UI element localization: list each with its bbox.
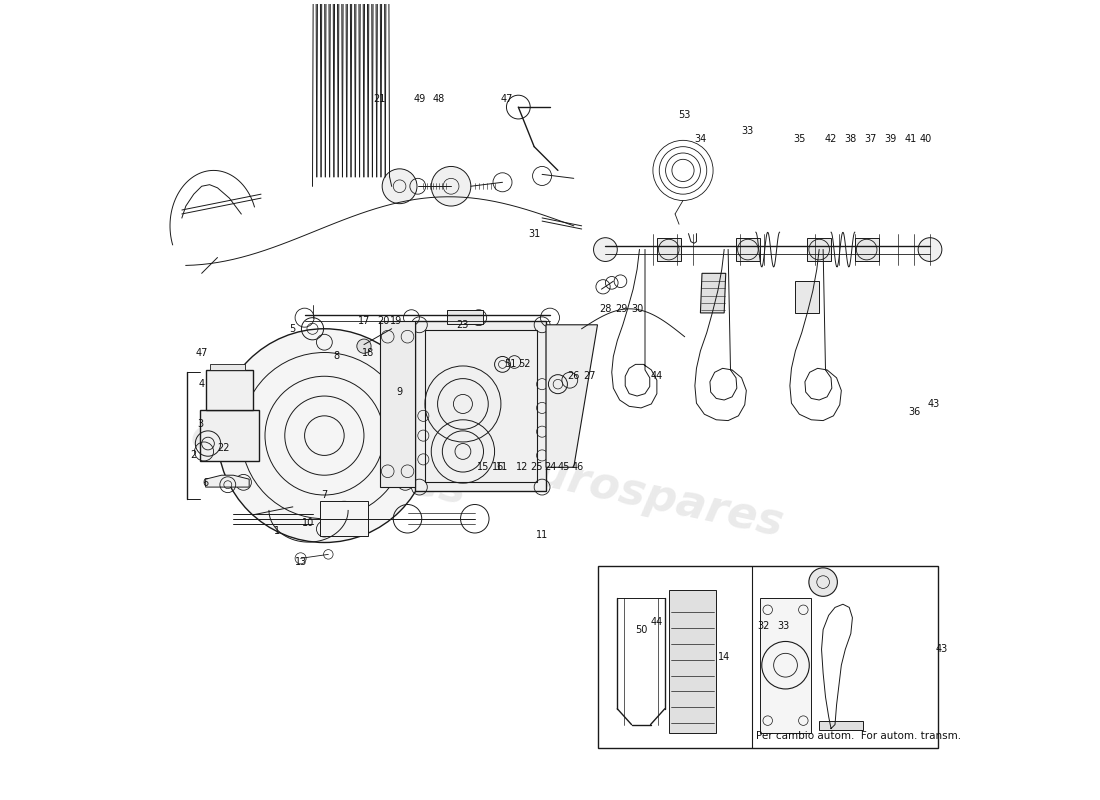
- Text: 39: 39: [884, 134, 896, 144]
- Bar: [597, 566, 938, 748]
- Text: 16: 16: [493, 462, 505, 472]
- Text: 8: 8: [333, 351, 339, 362]
- Text: 45: 45: [558, 462, 570, 472]
- Text: 43: 43: [927, 399, 940, 409]
- Text: 9: 9: [396, 387, 403, 397]
- Text: 36: 36: [908, 407, 921, 417]
- Bar: [760, 598, 812, 733]
- Text: 47: 47: [196, 347, 208, 358]
- Circle shape: [382, 169, 417, 204]
- Text: 11: 11: [536, 530, 548, 539]
- Circle shape: [218, 329, 431, 542]
- Polygon shape: [701, 274, 726, 313]
- Bar: [206, 370, 253, 410]
- Bar: [657, 238, 681, 262]
- Bar: [855, 238, 879, 262]
- Text: 27: 27: [583, 371, 596, 382]
- Text: 43: 43: [936, 644, 948, 654]
- Polygon shape: [820, 721, 862, 730]
- Polygon shape: [795, 282, 820, 313]
- Bar: [425, 330, 537, 482]
- Bar: [416, 321, 546, 491]
- Text: 52: 52: [518, 359, 531, 370]
- Text: 2: 2: [190, 450, 197, 461]
- Text: 42: 42: [825, 134, 837, 144]
- Bar: [200, 410, 260, 462]
- Text: 4: 4: [199, 379, 205, 389]
- Bar: [736, 238, 760, 262]
- Circle shape: [431, 166, 471, 206]
- Text: 19: 19: [389, 316, 402, 326]
- Text: 18: 18: [362, 347, 374, 358]
- Text: 11: 11: [496, 462, 508, 472]
- Text: 50: 50: [635, 625, 647, 634]
- Polygon shape: [206, 475, 250, 487]
- Text: 15: 15: [476, 462, 488, 472]
- Text: 51: 51: [504, 359, 517, 370]
- Circle shape: [356, 339, 371, 354]
- Circle shape: [594, 238, 617, 262]
- Text: 21: 21: [374, 94, 386, 104]
- Text: eurospares: eurospares: [186, 413, 471, 514]
- Text: 29: 29: [615, 304, 627, 314]
- Text: 13: 13: [295, 558, 307, 567]
- Text: 25: 25: [530, 462, 542, 472]
- Text: 24: 24: [543, 462, 557, 472]
- Text: 5: 5: [289, 324, 296, 334]
- Text: 31: 31: [528, 229, 540, 238]
- Text: 41: 41: [904, 134, 916, 144]
- Bar: [669, 590, 716, 733]
- Bar: [320, 502, 367, 536]
- Polygon shape: [379, 321, 416, 487]
- Text: 30: 30: [631, 304, 644, 314]
- Circle shape: [808, 568, 837, 596]
- Text: 44: 44: [651, 617, 663, 626]
- Text: 53: 53: [679, 110, 691, 120]
- Text: 48: 48: [433, 94, 446, 104]
- Text: 35: 35: [793, 134, 805, 144]
- Text: 47: 47: [500, 94, 513, 104]
- Text: 49: 49: [414, 94, 426, 104]
- Text: 32: 32: [758, 621, 770, 630]
- Text: 34: 34: [694, 134, 706, 144]
- Text: 12: 12: [516, 462, 528, 472]
- Text: 7: 7: [321, 490, 328, 500]
- Text: 46: 46: [572, 462, 584, 472]
- Text: 33: 33: [741, 126, 754, 136]
- Bar: [447, 310, 483, 324]
- Text: 37: 37: [865, 134, 877, 144]
- Text: 14: 14: [718, 652, 730, 662]
- Text: 33: 33: [778, 621, 790, 630]
- Text: Per cambio autom.  For autom. transm.: Per cambio autom. For autom. transm.: [756, 731, 961, 742]
- Polygon shape: [546, 325, 597, 467]
- Text: 17: 17: [358, 316, 370, 326]
- Text: 28: 28: [600, 304, 612, 314]
- Text: 26: 26: [568, 371, 580, 382]
- Text: 3: 3: [197, 418, 204, 429]
- Text: 20: 20: [377, 316, 389, 326]
- Text: 1: 1: [274, 526, 279, 536]
- Text: eurospares: eurospares: [503, 445, 788, 546]
- Text: 44: 44: [651, 371, 663, 382]
- Bar: [210, 364, 245, 370]
- Bar: [807, 238, 830, 262]
- Text: 22: 22: [218, 442, 230, 453]
- Text: 6: 6: [202, 478, 209, 488]
- Text: 40: 40: [920, 134, 932, 144]
- Text: 10: 10: [302, 518, 315, 528]
- Text: 38: 38: [845, 134, 857, 144]
- Circle shape: [918, 238, 942, 262]
- Text: 23: 23: [456, 320, 469, 330]
